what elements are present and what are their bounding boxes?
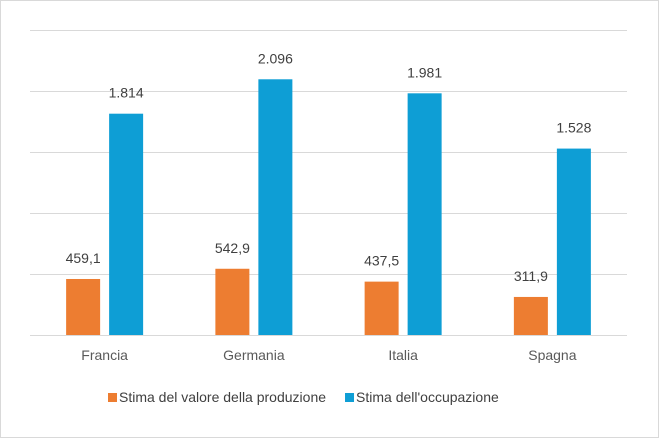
data-label: 1.528 [556, 120, 591, 136]
category-label: Germania [223, 347, 285, 363]
data-label: 437,5 [364, 253, 399, 269]
legend-label: Stima dell'occupazione [356, 389, 499, 405]
data-label: 1.814 [109, 85, 144, 101]
data-label: 2.096 [258, 50, 293, 66]
bar-italia-occupazione [407, 93, 442, 336]
legend-swatch [108, 393, 117, 402]
bars [66, 79, 591, 336]
legend-label: Stima del valore della produzione [119, 389, 326, 405]
legend-swatch [345, 393, 355, 402]
bar-italia-produzione [364, 281, 399, 335]
legend: Stima del valore della produzione Stima d… [108, 389, 499, 405]
data-label: 542,9 [215, 240, 250, 256]
data-label: 1.981 [407, 64, 442, 80]
category-label: Francia [81, 347, 128, 363]
bar-spagna-produzione [513, 296, 548, 335]
bar-germania-produzione [215, 268, 250, 335]
bar-spagna-occupazione [556, 148, 591, 335]
category-label: Italia [388, 347, 418, 363]
data-label: 311,9 [514, 268, 548, 284]
data-label: 459,1 [66, 250, 101, 266]
bar-francia-produzione [66, 278, 101, 335]
bar-francia-occupazione [109, 113, 144, 335]
data-labels: 459,1 1.814 542,9 2.096 437,5 1.981 311,9 1.528 [66, 50, 592, 284]
category-axis: Francia Germania Italia Spagna [81, 347, 576, 363]
bar-germania-occupazione [258, 79, 293, 336]
category-label: Spagna [528, 347, 576, 363]
